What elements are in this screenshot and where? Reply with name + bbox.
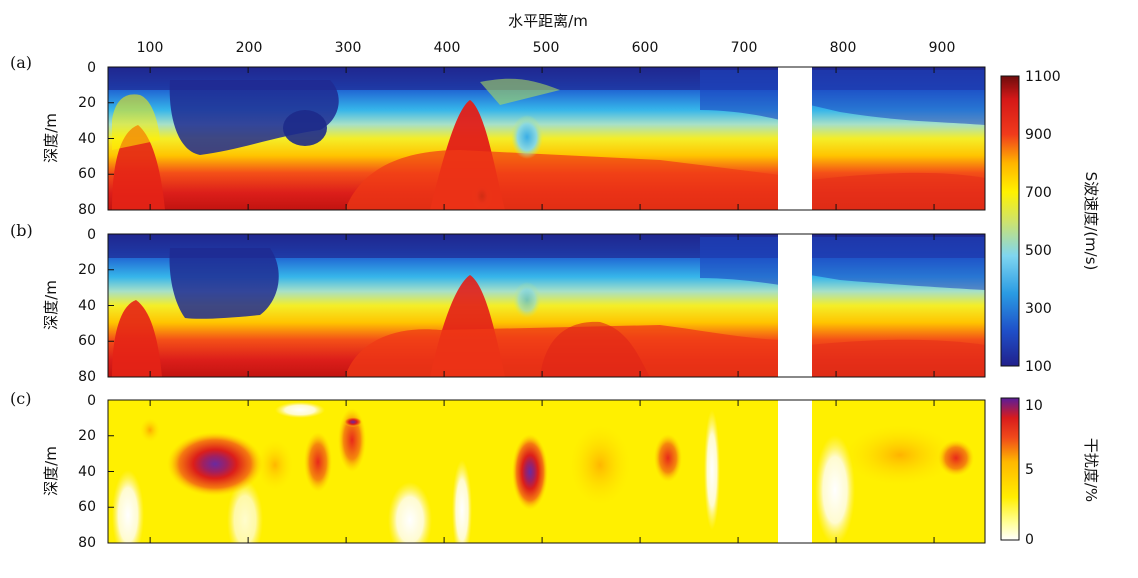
y-tick-label: 20: [78, 428, 96, 444]
panel-label: (a): [10, 53, 32, 72]
data-gap: [778, 66, 812, 211]
y-tick-labels: 0 20 40 60 80: [78, 60, 96, 218]
colorbar-tick: 300: [1025, 301, 1052, 317]
colorbar-gradient: [1000, 397, 1020, 541]
y-tick-label: 80: [78, 202, 96, 218]
colorbar-tick: 10: [1025, 398, 1043, 414]
x-tick-label: 300: [335, 40, 362, 56]
y-tick-label: 80: [78, 535, 96, 551]
colorbar-tick: 500: [1025, 243, 1052, 259]
panel-label: (c): [10, 389, 31, 408]
y-tick-label: 60: [78, 166, 96, 182]
colorbar-tick: 700: [1025, 185, 1052, 201]
colorbar-tick: 900: [1025, 127, 1052, 143]
colorbar-tick: 100: [1025, 359, 1052, 375]
data-gap: [778, 233, 812, 378]
tick-marks: [108, 66, 935, 544]
x-axis-title: 水平距离/m: [508, 12, 588, 30]
y-tick-label: 40: [78, 131, 96, 147]
colorbar-tick-labels: 10 5 0: [1025, 398, 1043, 548]
y-tick-labels: 0 20 40 60 80: [78, 393, 96, 551]
y-tick-labels: 0 20 40 60 80: [78, 227, 96, 385]
colorbar-gradient: [1000, 75, 1020, 367]
y-tick-label: 20: [78, 95, 96, 111]
colorbar-label: S波速度/(m/s): [1082, 172, 1100, 271]
x-tick-labels: 100 200 300 400 500 600 700 800 900: [137, 40, 956, 56]
x-tick-label: 200: [236, 40, 263, 56]
y-axis-label: 深度/m: [42, 446, 60, 496]
velocity-colorbar: 1100 900 700 500 300 100 S波速度/(m/s): [1000, 69, 1100, 375]
y-axis-label: 深度/m: [42, 113, 60, 163]
y-tick-label: 60: [78, 499, 96, 515]
y-tick-label: 40: [78, 298, 96, 314]
x-tick-label: 600: [632, 40, 659, 56]
panel-a: (a) 深度/m 0: [10, 53, 986, 218]
panel-b: (b) 深度/m 0 20 40 60 80: [10, 221, 986, 385]
y-tick-label: 40: [78, 464, 96, 480]
disturbance-heatmap-c: [108, 400, 985, 543]
x-tick-label: 500: [533, 40, 560, 56]
panel-label: (b): [10, 221, 33, 240]
x-tick-label: 900: [929, 40, 956, 56]
x-tick-label: 700: [731, 40, 758, 56]
colorbar-tick-labels: 1100 900 700 500 300 100: [1025, 69, 1061, 375]
x-tick-label: 800: [830, 40, 857, 56]
velocity-heatmap-a: [108, 67, 985, 210]
y-tick-label: 0: [87, 227, 96, 243]
y-tick-label: 0: [87, 393, 96, 409]
colorbar-label: 干扰度/%: [1082, 438, 1100, 502]
velocity-heatmap-b: [108, 234, 985, 377]
colorbar-tick: 5: [1025, 462, 1034, 478]
y-axis-label: 深度/m: [42, 280, 60, 330]
y-tick-label: 0: [87, 60, 96, 76]
data-gap: [778, 399, 812, 544]
colorbar-tick: 0: [1025, 532, 1034, 548]
disturbance-colorbar: 10 5 0 干扰度/%: [1000, 397, 1100, 548]
colorbar-tick: 1100: [1025, 69, 1061, 85]
x-tick-label: 400: [434, 40, 461, 56]
x-tick-label: 100: [137, 40, 164, 56]
panel-c: (c) 深度/m 0: [10, 389, 986, 551]
y-tick-label: 60: [78, 333, 96, 349]
y-tick-label: 20: [78, 262, 96, 278]
y-tick-label: 80: [78, 369, 96, 385]
